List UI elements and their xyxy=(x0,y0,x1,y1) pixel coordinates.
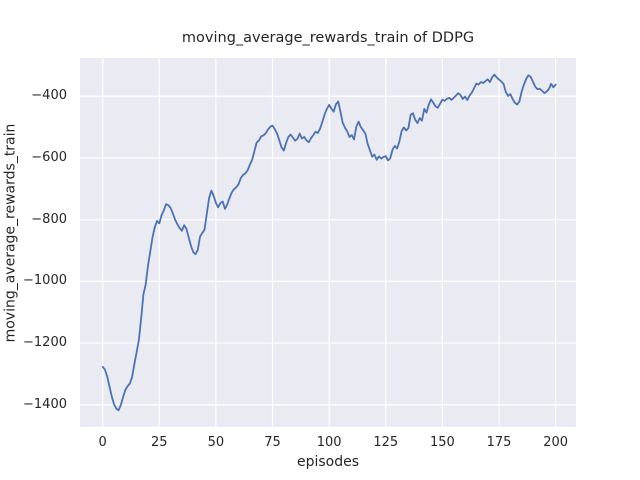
x-tick-label: 200 xyxy=(543,435,569,450)
plot-area-background xyxy=(80,58,576,427)
x-tick-label: 175 xyxy=(486,435,512,450)
y-tick-label: −800 xyxy=(31,211,67,227)
x-tick-label: 100 xyxy=(316,435,342,450)
x-tick-label: 0 xyxy=(98,435,107,450)
x-axis-label: episodes xyxy=(296,454,360,470)
x-tick-label: 150 xyxy=(429,435,455,450)
x-tick-label: 75 xyxy=(264,435,281,450)
y-tick-label: −1400 xyxy=(23,396,67,412)
series-line xyxy=(101,73,557,412)
x-tick-label: 50 xyxy=(207,435,225,450)
y-tick-label: −1200 xyxy=(23,335,67,351)
y-tick-label: −1000 xyxy=(23,273,67,289)
chart-title: moving_average_rewards_train of DDPG xyxy=(181,30,475,46)
x-tick-label: 125 xyxy=(373,435,399,450)
y-tick-label: −600 xyxy=(31,149,67,165)
x-tick-label: 25 xyxy=(150,435,168,450)
y-tick-label: −400 xyxy=(31,88,67,104)
